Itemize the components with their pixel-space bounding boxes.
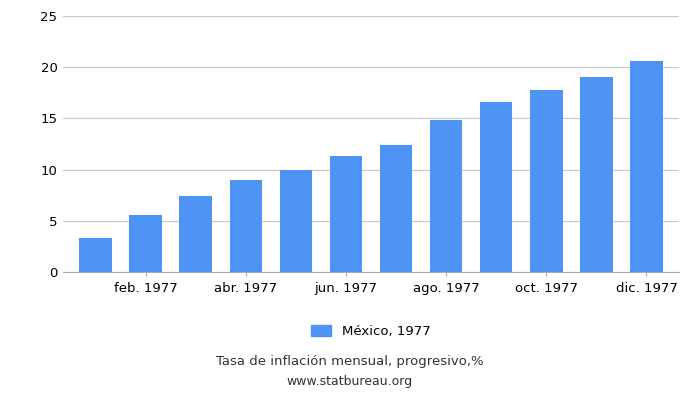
Bar	[580, 77, 612, 272]
Bar	[130, 215, 162, 272]
Bar	[480, 102, 512, 272]
Text: Tasa de inflación mensual, progresivo,%: Tasa de inflación mensual, progresivo,%	[216, 356, 484, 368]
Legend: México, 1977: México, 1977	[312, 325, 430, 338]
Bar	[530, 90, 563, 272]
Bar	[330, 156, 362, 272]
Bar	[230, 180, 262, 272]
Bar	[179, 196, 212, 272]
Bar	[79, 238, 112, 272]
Text: www.statbureau.org: www.statbureau.org	[287, 376, 413, 388]
Bar	[279, 170, 312, 272]
Bar	[380, 144, 412, 272]
Bar	[430, 120, 463, 272]
Bar	[630, 60, 663, 272]
